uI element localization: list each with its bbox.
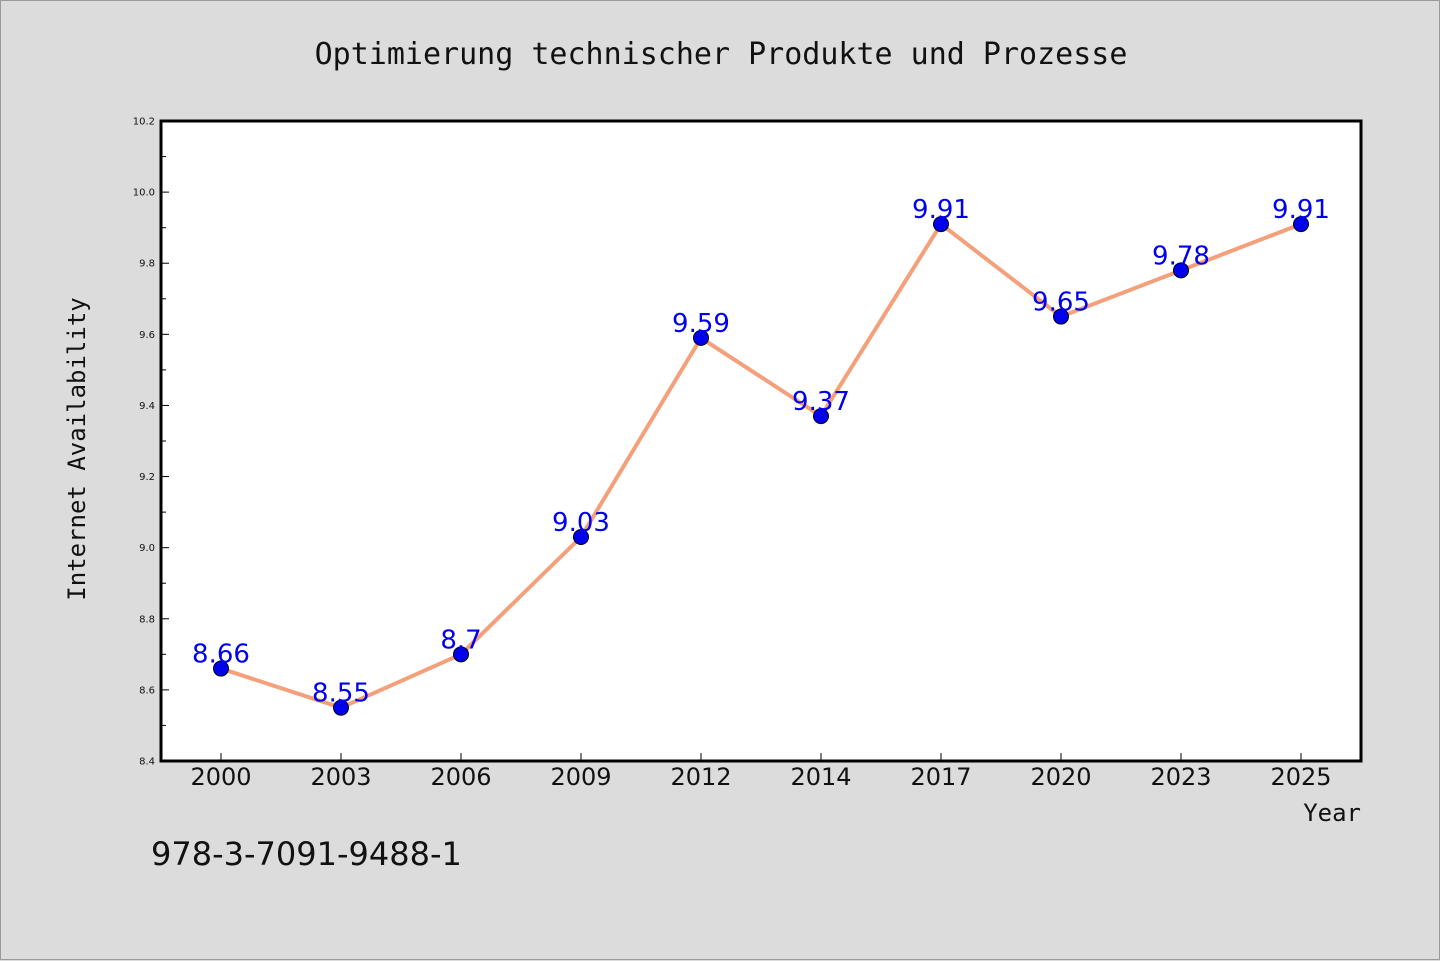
y-tick-label: 9.0 xyxy=(139,543,155,554)
x-tick-label: 2000 xyxy=(190,763,251,791)
data-point xyxy=(573,529,589,545)
data-label: 9.91 xyxy=(912,195,970,225)
plot-area xyxy=(159,119,1363,763)
data-point xyxy=(453,646,469,663)
x-tick-label: 2006 xyxy=(430,763,491,791)
y-tick-label: 10.0 xyxy=(133,188,155,199)
y-axis-title: Internet Availability xyxy=(63,297,91,600)
y-tick-label: 9.8 xyxy=(139,259,155,270)
data-point xyxy=(333,699,349,716)
data-label: 9.78 xyxy=(1152,241,1210,271)
x-axis-title: Year xyxy=(1303,799,1361,827)
x-tick-label: 2023 xyxy=(1150,763,1211,791)
x-tick-label: 2003 xyxy=(310,763,371,791)
data-label: 8.66 xyxy=(192,640,250,670)
y-tick-label: 9.2 xyxy=(139,472,155,483)
x-tick-label: 2014 xyxy=(790,763,851,791)
data-point xyxy=(1173,262,1189,279)
x-tick-label: 2012 xyxy=(670,763,731,791)
y-axis: 8.4 8.6 8.8 9.0 9.2 9.4 9.6 9.8 10.0 10.2 xyxy=(133,117,169,768)
data-label: 8.55 xyxy=(312,679,370,709)
x-tick-label: 2020 xyxy=(1030,763,1091,791)
x-tick-label: 2009 xyxy=(550,763,611,791)
y-tick-label: 8.6 xyxy=(139,685,155,696)
data-label: 9.03 xyxy=(552,508,610,538)
series-line xyxy=(220,222,1302,710)
data-point xyxy=(1053,308,1069,325)
data-point xyxy=(1293,216,1309,233)
chart-title: Optimierung technischer Produkte und Pro… xyxy=(315,37,1128,72)
data-label: 9.59 xyxy=(672,309,730,339)
data-label: 9.91 xyxy=(1272,195,1330,225)
data-point xyxy=(693,329,709,346)
y-tick-label: 8.4 xyxy=(139,757,155,768)
y-tick-label: 8.8 xyxy=(139,614,155,625)
x-axis: 2000 2003 2006 2009 2012 2014 2017 2020 2023 2025 xyxy=(190,753,1332,791)
data-label: 9.37 xyxy=(792,387,850,417)
x-tick-label: 2025 xyxy=(1270,763,1331,791)
isbn-footer: 978-3-7091-9488-1 xyxy=(151,835,462,873)
y-tick-label: 10.2 xyxy=(133,117,155,128)
y-tick-label: 9.6 xyxy=(139,330,155,341)
data-point xyxy=(933,216,949,233)
data-point xyxy=(813,408,829,425)
y-tick-label: 9.4 xyxy=(139,401,155,412)
data-label: 8.7 xyxy=(440,625,481,655)
data-series: 8.66 8.55 8.7 9.03 9.59 9.37 9.91 9.65 9.78 9.91 xyxy=(192,195,1330,716)
data-label: 9.65 xyxy=(1032,288,1090,318)
x-tick-label: 2017 xyxy=(910,763,971,791)
data-point xyxy=(213,660,229,677)
